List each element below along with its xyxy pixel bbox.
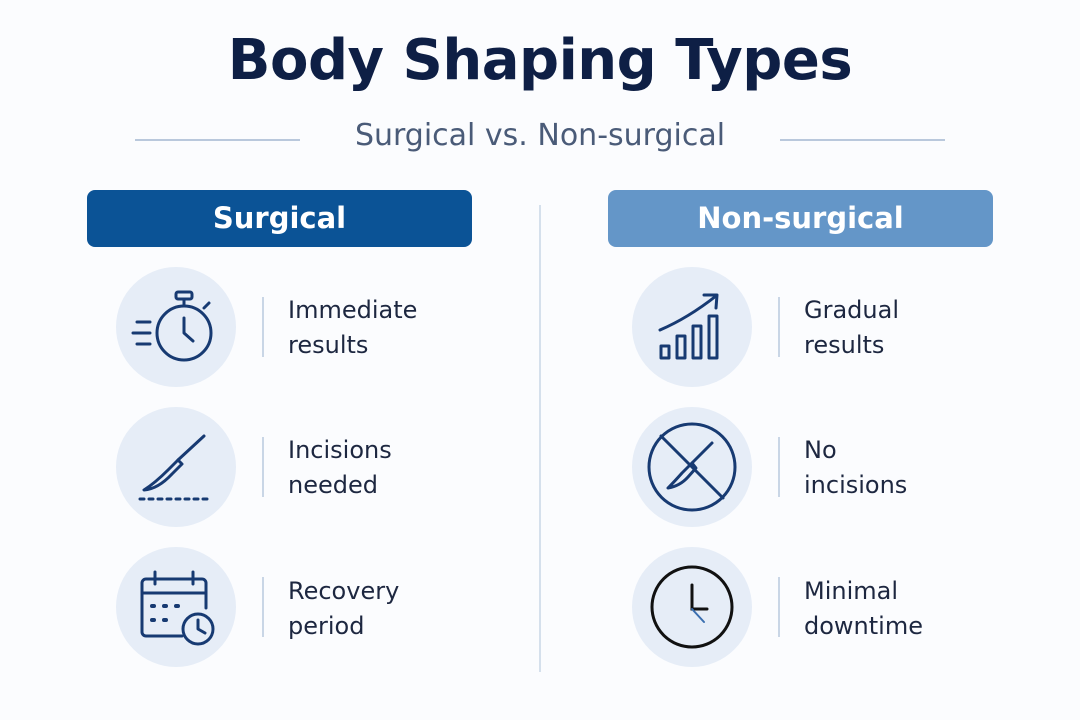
icon-calendar	[140, 570, 215, 646]
item-text: No incisions	[804, 436, 908, 499]
item-text: Gradual results	[804, 296, 899, 359]
icon-clock	[650, 565, 734, 649]
item-text: Immediate results	[288, 296, 418, 359]
item-text: Minimal downtime	[804, 577, 923, 640]
item-text: Recovery period	[288, 577, 400, 640]
subtitle: Surgical vs. Non-surgical	[354, 118, 726, 153]
column-heading: Surgical	[212, 201, 347, 235]
icon-growth	[658, 293, 719, 360]
icon-scalpel	[138, 434, 214, 501]
heading-box	[87, 190, 472, 247]
item-rules	[262, 297, 780, 637]
title: Body Shaping Types	[227, 28, 853, 93]
item-text: Incisions needed	[288, 436, 392, 499]
icon-stopwatch	[131, 290, 213, 362]
heading-box	[608, 190, 993, 247]
column-heading: Non-surgical	[697, 201, 904, 235]
icon-no-incision	[647, 422, 737, 512]
